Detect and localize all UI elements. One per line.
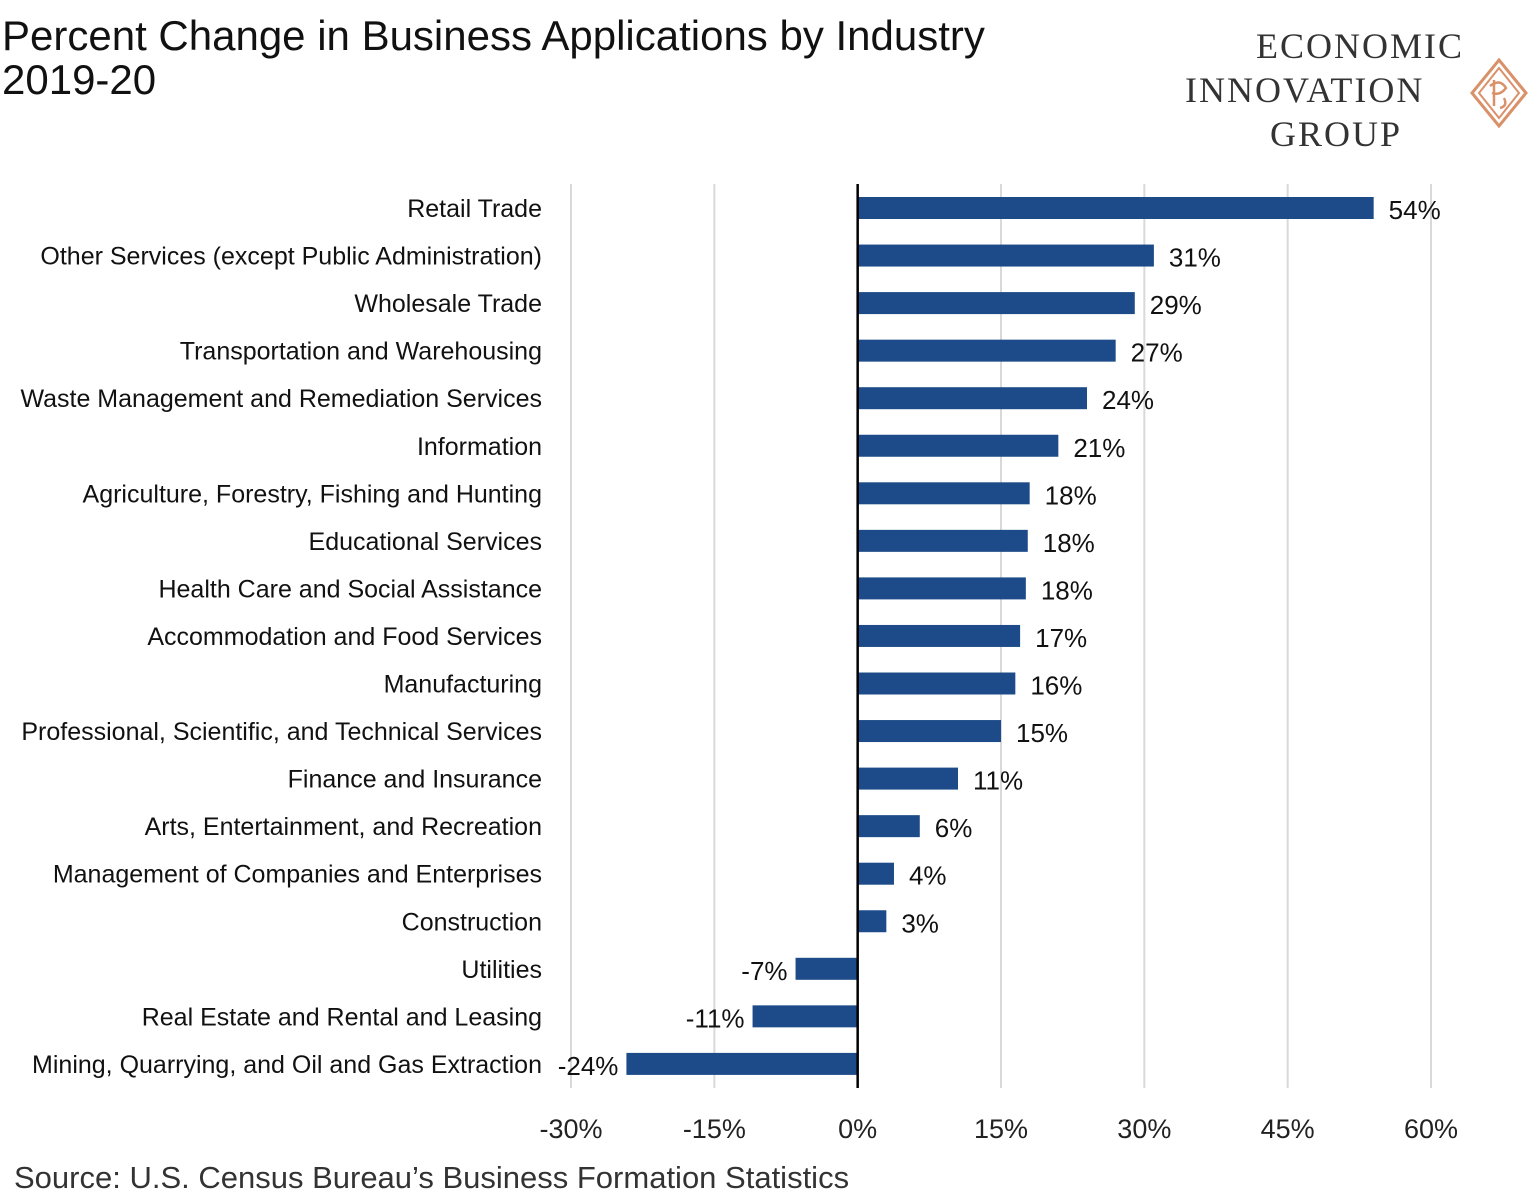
value-label: 4% xyxy=(909,861,947,891)
bar xyxy=(857,910,887,933)
brand-line-1: ECONOMIC xyxy=(1256,26,1465,66)
bar xyxy=(752,1005,858,1028)
bar xyxy=(857,815,920,838)
category-label: Accommodation and Food Services xyxy=(147,623,542,651)
value-label: 31% xyxy=(1169,243,1221,273)
chart-title-line-1: Percent Change in Business Applications … xyxy=(2,12,985,59)
value-label: 18% xyxy=(1041,575,1093,605)
category-label: Real Estate and Rental and Leasing xyxy=(142,1003,542,1031)
value-label: 27% xyxy=(1131,338,1183,368)
value-label: -24% xyxy=(558,1051,619,1081)
bar xyxy=(857,292,1135,315)
value-label: 17% xyxy=(1035,623,1087,653)
bar xyxy=(626,1052,858,1075)
bar xyxy=(857,339,1116,362)
bar xyxy=(857,767,958,790)
value-label: 6% xyxy=(935,813,973,843)
value-label: 16% xyxy=(1030,671,1082,701)
value-label: 11% xyxy=(973,766,1023,796)
x-tick-label: -30% xyxy=(539,1114,602,1144)
x-tick-label: 45% xyxy=(1261,1114,1315,1144)
category-label: Construction xyxy=(402,908,542,936)
category-label: Educational Services xyxy=(309,528,542,556)
value-label: 21% xyxy=(1073,433,1125,463)
value-label: 29% xyxy=(1150,290,1202,320)
value-label: 24% xyxy=(1102,385,1154,415)
bar xyxy=(857,862,894,885)
category-label: Other Services (except Public Administra… xyxy=(40,243,542,271)
bar xyxy=(795,957,858,980)
x-tick-label: -15% xyxy=(683,1114,746,1144)
category-label: Agriculture, Forestry, Fishing and Hunti… xyxy=(83,480,542,508)
category-label: Professional, Scientific, and Technical … xyxy=(21,718,542,746)
value-label: -7% xyxy=(741,956,787,986)
chart-title-line-2: 2019-20 xyxy=(2,56,157,103)
category-label: Retail Trade xyxy=(407,195,542,223)
category-label: Utilities xyxy=(461,956,542,984)
value-label: 18% xyxy=(1043,528,1095,558)
x-tick-label: 60% xyxy=(1404,1114,1458,1144)
value-label: 3% xyxy=(901,908,939,938)
x-tick-label: 0% xyxy=(838,1114,877,1144)
category-label: Information xyxy=(417,433,542,461)
category-label: Finance and Insurance xyxy=(288,766,542,794)
bar xyxy=(857,197,1374,219)
category-label: Management of Companies and Enterprises xyxy=(53,861,542,889)
category-label: Transportation and Warehousing xyxy=(180,338,542,366)
brand-line-3: GROUP xyxy=(1270,114,1403,154)
x-tick-label: 30% xyxy=(1117,1114,1171,1144)
bar xyxy=(857,244,1154,267)
value-label: 15% xyxy=(1016,718,1068,748)
value-label: 54% xyxy=(1389,195,1441,225)
x-tick-label: 15% xyxy=(974,1114,1028,1144)
category-label: Arts, Entertainment, and Recreation xyxy=(145,813,542,841)
category-label: Mining, Quarrying, and Oil and Gas Extra… xyxy=(32,1051,542,1079)
bar xyxy=(857,434,1059,457)
chart-title: Percent Change in Business Applications … xyxy=(2,14,985,102)
value-label: -11% xyxy=(686,1003,745,1033)
bar xyxy=(857,482,1030,505)
bar xyxy=(857,529,1028,552)
source-note: Source: U.S. Census Bureau’s Business Fo… xyxy=(14,1160,850,1195)
category-label: Manufacturing xyxy=(384,671,542,699)
bar xyxy=(857,387,1087,410)
brand-line-2: INNOVATION xyxy=(1185,70,1425,110)
bar xyxy=(857,720,1001,743)
bar xyxy=(857,577,1026,600)
bar xyxy=(857,624,1021,647)
category-label: Waste Management and Remediation Service… xyxy=(20,385,542,413)
category-label: Wholesale Trade xyxy=(354,290,542,318)
diamond-monogram-icon xyxy=(1470,58,1528,128)
category-label: Health Care and Social Assistance xyxy=(158,575,542,603)
bar-chart: Retail Trade Other Services (except Publi… xyxy=(20,184,1458,1144)
bar xyxy=(857,672,1016,695)
value-label: 18% xyxy=(1045,480,1097,510)
